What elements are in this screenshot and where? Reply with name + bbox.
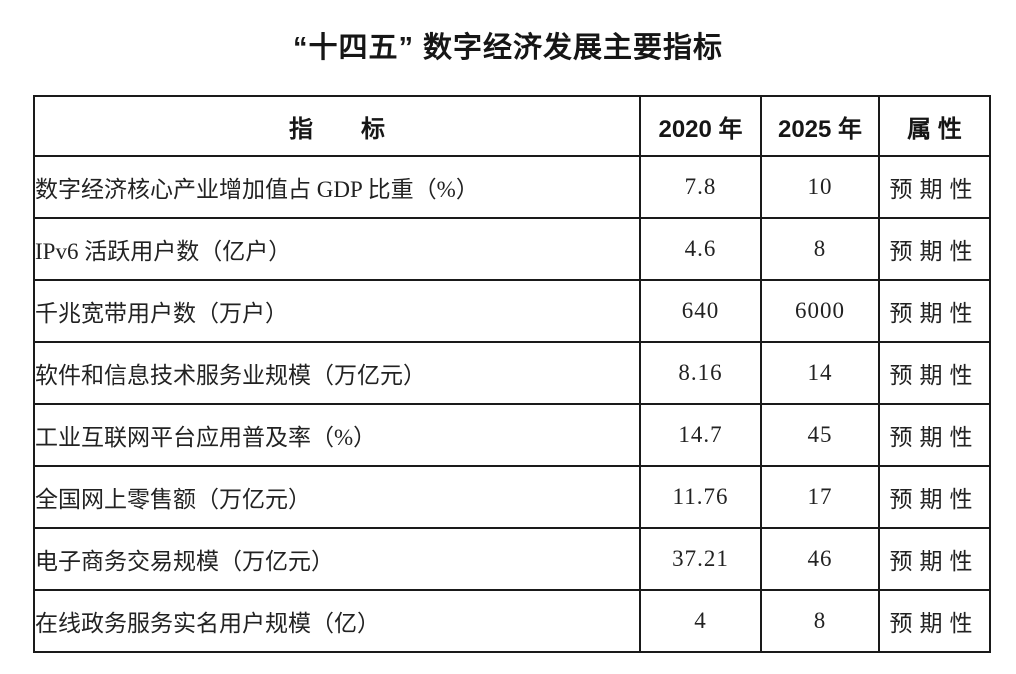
attribute-cell: 预期性 xyxy=(878,217,991,281)
value-2020-cell: 11.76 xyxy=(639,465,762,529)
value-2025-cell: 14 xyxy=(760,341,880,405)
attribute-cell: 预期性 xyxy=(878,279,991,343)
header-attribute: 属 性 xyxy=(878,95,991,157)
table-row: 软件和信息技术服务业规模（万亿元） 8.16 14 预期性 xyxy=(33,341,991,405)
indicator-cell: 电子商务交易规模（万亿元） xyxy=(33,527,641,591)
page-title: “十四五” 数字经济发展主要指标 xyxy=(292,32,724,64)
header-2025: 2025 年 xyxy=(760,95,880,157)
value-2025-cell: 8 xyxy=(760,217,880,281)
value-2020-cell: 8.16 xyxy=(639,341,762,405)
value-2025-cell: 8 xyxy=(760,589,880,653)
header-2020: 2020 年 xyxy=(639,95,762,157)
indicator-cell: 全国网上零售额（万亿元） xyxy=(33,465,641,529)
attribute-cell: 预期性 xyxy=(878,403,991,467)
table-row: 全国网上零售额（万亿元） 11.76 17 预期性 xyxy=(33,465,991,529)
attribute-cell: 预期性 xyxy=(878,465,991,529)
header-indicator: 指 标 xyxy=(33,95,641,157)
indicator-cell: 工业互联网平台应用普及率（%） xyxy=(33,403,641,467)
indicator-cell: 千兆宽带用户数（万户） xyxy=(33,279,641,343)
value-2025-cell: 45 xyxy=(760,403,880,467)
table-row: 工业互联网平台应用普及率（%） 14.7 45 预期性 xyxy=(33,403,991,467)
indicator-cell: 在线政务服务实名用户规模（亿） xyxy=(33,589,641,653)
table-row: 电子商务交易规模（万亿元） 37.21 46 预期性 xyxy=(33,527,991,591)
value-2020-cell: 4.6 xyxy=(639,217,762,281)
attribute-cell: 预期性 xyxy=(878,589,991,653)
value-2020-cell: 7.8 xyxy=(639,155,762,219)
indicator-table: 指 标 2020 年 2025 年 属 性 数字经济核心产业增加值占 GDP 比… xyxy=(33,95,991,653)
value-2025-cell: 46 xyxy=(760,527,880,591)
table-row: IPv6 活跃用户数（亿户） 4.6 8 预期性 xyxy=(33,217,991,281)
value-2020-cell: 37.21 xyxy=(639,527,762,591)
value-2020-cell: 4 xyxy=(639,589,762,653)
table-row: 数字经济核心产业增加值占 GDP 比重（%） 7.8 10 预期性 xyxy=(33,155,991,219)
table-row: 千兆宽带用户数（万户） 640 6000 预期性 xyxy=(33,279,991,343)
table-row: 在线政务服务实名用户规模（亿） 4 8 预期性 xyxy=(33,589,991,653)
indicator-cell: IPv6 活跃用户数（亿户） xyxy=(33,217,641,281)
indicator-cell: 软件和信息技术服务业规模（万亿元） xyxy=(33,341,641,405)
value-2025-cell: 17 xyxy=(760,465,880,529)
attribute-cell: 预期性 xyxy=(878,341,991,405)
value-2020-cell: 14.7 xyxy=(639,403,762,467)
attribute-cell: 预期性 xyxy=(878,155,991,219)
value-2025-cell: 6000 xyxy=(760,279,880,343)
value-2020-cell: 640 xyxy=(639,279,762,343)
table-header-row: 指 标 2020 年 2025 年 属 性 xyxy=(33,95,991,157)
indicator-cell: 数字经济核心产业增加值占 GDP 比重（%） xyxy=(33,155,641,219)
attribute-cell: 预期性 xyxy=(878,527,991,591)
value-2025-cell: 10 xyxy=(760,155,880,219)
